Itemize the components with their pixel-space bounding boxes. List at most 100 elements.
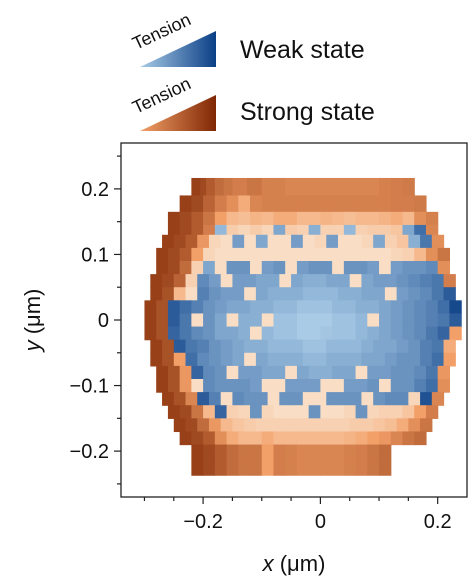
heatmap-cell: [179, 379, 192, 393]
heatmap-cell: [167, 405, 181, 419]
heatmap-cell: [232, 339, 245, 354]
heatmap-cell: [203, 247, 216, 262]
heatmap-cell: [285, 379, 298, 393]
heatmap-cell: [390, 405, 404, 419]
heatmap-cell: [273, 379, 286, 393]
heatmap-cell: [402, 313, 415, 328]
heatmap-cell: [390, 326, 404, 341]
heatmap-cell: [144, 326, 157, 341]
heatmap-cell: [238, 195, 251, 213]
heatmap-cell: [273, 405, 286, 419]
heatmap-cell: [302, 418, 316, 433]
heatmap-cell: [247, 177, 263, 197]
heatmap-cell: [220, 339, 234, 354]
y-axis-unit: (μm): [20, 289, 45, 335]
heatmap-cell: [308, 444, 321, 459]
heatmap-cell: [167, 224, 181, 236]
heatmap-cell: [396, 339, 409, 354]
heatmap-cell: [449, 326, 462, 341]
heatmap-cell: [238, 405, 251, 419]
heatmap-cell: [185, 339, 198, 354]
y-tick-label: 0.1: [81, 244, 109, 266]
heatmap-cell: [367, 195, 380, 213]
heatmap-cell: [285, 313, 298, 328]
heatmap-cell: [285, 457, 298, 476]
heatmap-cell: [250, 195, 263, 213]
heatmap-cells: [144, 177, 462, 476]
heatmap-cell: [197, 274, 210, 288]
heatmap-cell: [144, 300, 157, 315]
heatmap-cell: [420, 287, 433, 301]
heatmap-cell: [203, 431, 216, 446]
heatmap-cell: [191, 195, 204, 213]
heatmap-cell: [414, 247, 427, 262]
heatmap-cell: [267, 234, 280, 249]
heatmap-cell: [314, 418, 327, 433]
heatmap-cell: [308, 313, 321, 328]
heatmap-cell: [250, 224, 263, 236]
heatmap-cell: [367, 326, 380, 341]
heatmap-cell: [332, 247, 345, 262]
heatmap-cell: [414, 405, 427, 419]
heatmap-cell: [273, 313, 286, 328]
heatmap-cell: [390, 261, 404, 275]
heatmap-cell: [250, 211, 263, 226]
heatmap-cell: [320, 261, 333, 275]
heatmap-cell: [238, 300, 251, 315]
heatmap-cell: [267, 339, 280, 354]
heatmap-cell: [220, 418, 234, 433]
heatmap-cell: [173, 274, 187, 288]
heatmap-cell: [291, 352, 304, 367]
heatmap-cell: [214, 247, 228, 262]
heatmap-cell: [384, 352, 398, 367]
heatmap-cell: [191, 326, 204, 341]
heatmap-cell: [238, 431, 251, 446]
heatmap-cell: [296, 457, 310, 476]
heatmap-cell: [261, 195, 275, 213]
heatmap-cell: [226, 247, 239, 262]
heatmap-cell: [332, 224, 345, 236]
heatmap-cell: [255, 274, 269, 288]
heatmap-cell: [261, 247, 275, 262]
heatmap-cell: [402, 211, 415, 226]
heatmap-cell: [150, 274, 163, 288]
heatmap-cell: [355, 177, 368, 197]
heatmap-cell: [238, 444, 251, 459]
heatmap-cell: [214, 444, 228, 459]
heatmap-cell: [291, 274, 304, 288]
heatmap-cell: [425, 313, 439, 328]
heatmap-cell: [420, 392, 433, 406]
heatmap-cell: [443, 287, 456, 301]
heatmap-cell: [238, 379, 251, 393]
heatmap-cell: [191, 300, 204, 315]
heatmap-cell: [214, 405, 228, 419]
heatmap-cell: [279, 274, 292, 288]
heatmap-cell: [244, 274, 257, 288]
heatmap-cell: [200, 177, 207, 197]
heatmap-cell: [384, 339, 398, 354]
heatmap-cell: [208, 392, 222, 406]
heatmap-cell: [162, 287, 175, 301]
heatmap-cell: [379, 261, 392, 275]
heatmap-cell: [308, 326, 321, 341]
heatmap-cell: [326, 352, 339, 367]
heatmap-cell: [238, 326, 251, 341]
heatmap-cell: [337, 287, 351, 301]
heatmap-cell: [150, 287, 163, 301]
heatmap-cell: [273, 326, 286, 341]
heatmap-cell: [296, 177, 310, 197]
heatmap-cell: [308, 365, 321, 380]
heatmap-cell: [390, 177, 404, 197]
heatmap-cell: [156, 313, 169, 328]
y-tick-label: 0: [98, 310, 109, 332]
heatmap-cell: [261, 224, 275, 236]
heatmap-cell: [285, 300, 298, 315]
heatmap-cell: [285, 224, 298, 236]
heatmap-cell: [320, 431, 333, 446]
heatmap-cell: [150, 352, 163, 367]
heatmap-cell: [150, 339, 163, 354]
heatmap-cell: [361, 418, 374, 433]
heatmap-cell: [379, 300, 392, 315]
heatmap-cell: [349, 234, 363, 249]
